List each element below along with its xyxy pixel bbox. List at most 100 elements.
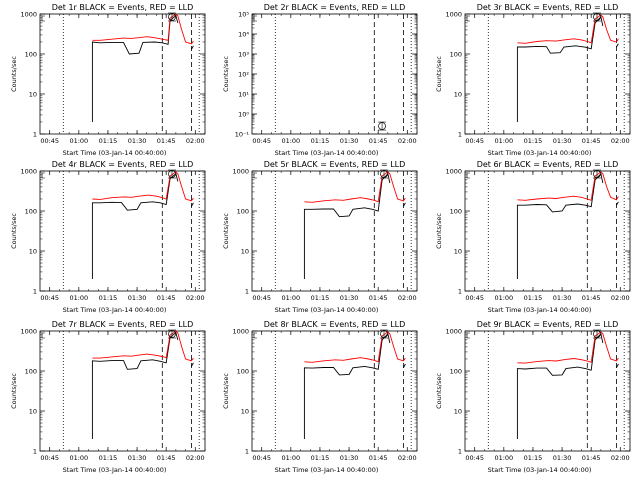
marker-point (380, 329, 388, 339)
x-tick-label: 01:15 (99, 294, 118, 302)
events-series-1 (516, 332, 604, 439)
plot-panel-1: Det 1r BLACK = Events, RED = LLD Counts/s… (10, 3, 206, 157)
x-tick-label: 01:00 (494, 294, 513, 302)
y-axis-label: Counts/sec (222, 56, 230, 92)
y-tick-label: 100 (25, 208, 37, 216)
x-tick-label: 02:00 (611, 137, 630, 145)
x-tick-label: 00:45 (252, 137, 271, 145)
x-tick-label: 01:30 (553, 294, 572, 302)
x-tick-label: 00:45 (252, 294, 271, 302)
x-tick-label: 00:45 (465, 137, 484, 145)
y-tick-label: 1 (245, 448, 249, 456)
x-tick-label: 02:00 (611, 454, 630, 462)
x-axis-label: Start Time (03-Jan-14 00:40:00) (63, 149, 167, 157)
x-axis-label: Start Time (03-Jan-14 00:40:00) (488, 466, 592, 474)
y-tick-label: 10³ (238, 51, 249, 59)
y-axis-label: Counts/sec (10, 56, 18, 92)
x-tick-label: 01:30 (128, 294, 147, 302)
corner-bracket-icon (466, 15, 470, 22)
x-tick-label: 01:15 (311, 137, 330, 145)
plot-title: Det 5r BLACK = Events, RED = LLD (264, 160, 406, 169)
y-axis-label: Counts/sec (10, 373, 18, 409)
x-tick-label: 00:45 (252, 454, 271, 462)
x-tick-label: 01:00 (494, 454, 513, 462)
x-axis-label: Start Time (03-Jan-14 00:40:00) (63, 466, 167, 474)
plot-panel-4: Det 4r BLACK = Events, RED = LLD Counts/s… (10, 160, 206, 314)
lld-series-2 (517, 331, 619, 364)
x-tick-label: 01:45 (582, 137, 601, 145)
x-tick-label: 01:45 (157, 137, 176, 145)
y-tick-label: 10 (29, 91, 37, 99)
y-tick-label: 100 (450, 208, 462, 216)
y-tick-label: 10 (454, 91, 462, 99)
plot-panel-6: Det 6r BLACK = Events, RED = LLD Counts/s… (435, 160, 631, 314)
y-axis-label: Counts/sec (435, 373, 443, 409)
y-tick-label: 10 (454, 248, 462, 256)
events-series-1 (516, 172, 604, 279)
x-tick-label: 01:45 (582, 454, 601, 462)
x-tick-label: 01:15 (99, 454, 118, 462)
x-tick-label: 01:00 (281, 137, 300, 145)
plot-panel-8: Det 8r BLACK = Events, RED = LLD Counts/s… (222, 320, 418, 474)
lld-series-2 (92, 171, 194, 202)
x-tick-label: 00:45 (465, 294, 484, 302)
y-tick-label: 10 (241, 408, 249, 416)
plot-frame (251, 170, 418, 292)
x-axis-label: Start Time (03-Jan-14 00:40:00) (275, 466, 379, 474)
x-tick-label: 01:00 (69, 137, 88, 145)
marker-point (378, 121, 387, 131)
lld-series-2 (92, 13, 194, 45)
y-axis-label: Counts/sec (435, 213, 443, 249)
y-tick-label: 10 (29, 248, 37, 256)
plot-panel-2: Det 2r BLACK = Events, RED = LLD Counts/s… (222, 3, 418, 157)
events-series-1 (91, 332, 179, 439)
y-tick-label: 1000 (20, 11, 37, 19)
plot-title: Det 2r BLACK = Events, RED = LLD (264, 3, 406, 12)
plot-frame (464, 330, 631, 452)
x-tick-label: 01:15 (311, 294, 330, 302)
marker-point (168, 12, 176, 22)
x-tick-label: 01:45 (157, 294, 176, 302)
plot-title: Det 7r BLACK = Events, RED = LLD (52, 320, 194, 329)
y-tick-label: 1000 (20, 328, 37, 336)
events-series-3 (191, 45, 194, 50)
plot-panel-7: Det 7r BLACK = Events, RED = LLD Counts/s… (10, 320, 206, 474)
x-tick-label: 01:00 (281, 294, 300, 302)
corner-bracket-icon (253, 172, 257, 179)
marker-point (593, 12, 601, 22)
lld-series-2 (92, 330, 194, 362)
plot-panel-9: Det 9r BLACK = Events, RED = LLD Counts/s… (435, 320, 631, 474)
x-tick-label: 02:00 (398, 294, 417, 302)
x-tick-label: 02:00 (398, 454, 417, 462)
plot-title: Det 4r BLACK = Events, RED = LLD (52, 160, 194, 169)
y-tick-label: 10⁻¹ (235, 131, 250, 139)
y-tick-label: 1 (33, 288, 37, 296)
y-tick-label: 1000 (445, 328, 462, 336)
x-axis-label: Start Time (03-Jan-14 00:40:00) (488, 149, 592, 157)
plot-frame (251, 330, 418, 452)
plot-title: Det 9r BLACK = Events, RED = LLD (477, 320, 619, 329)
y-axis-label: Counts/sec (435, 56, 443, 92)
y-tick-label: 100 (237, 208, 249, 216)
events-series-3 (191, 202, 194, 207)
plot-panel-3: Det 3r BLACK = Events, RED = LLD Counts/s… (435, 3, 631, 157)
x-tick-label: 01:45 (369, 294, 388, 302)
x-tick-label: 02:00 (186, 137, 205, 145)
events-series-1 (516, 15, 604, 122)
y-tick-label: 1 (33, 131, 37, 139)
x-tick-label: 01:30 (340, 137, 359, 145)
lld-series-2 (304, 331, 406, 363)
marker-point (168, 169, 176, 179)
x-tick-label: 01:00 (281, 454, 300, 462)
x-tick-label: 01:30 (340, 294, 359, 302)
corner-bracket-icon (253, 332, 257, 339)
y-tick-label: 1 (458, 448, 462, 456)
y-tick-label: 10⁴ (238, 31, 249, 39)
plot-title: Det 3r BLACK = Events, RED = LLD (477, 3, 619, 12)
y-tick-label: 1 (245, 288, 249, 296)
lld-series-2 (517, 14, 619, 44)
x-tick-label: 02:00 (611, 294, 630, 302)
x-tick-label: 00:45 (465, 454, 484, 462)
y-tick-label: 1000 (20, 168, 37, 176)
